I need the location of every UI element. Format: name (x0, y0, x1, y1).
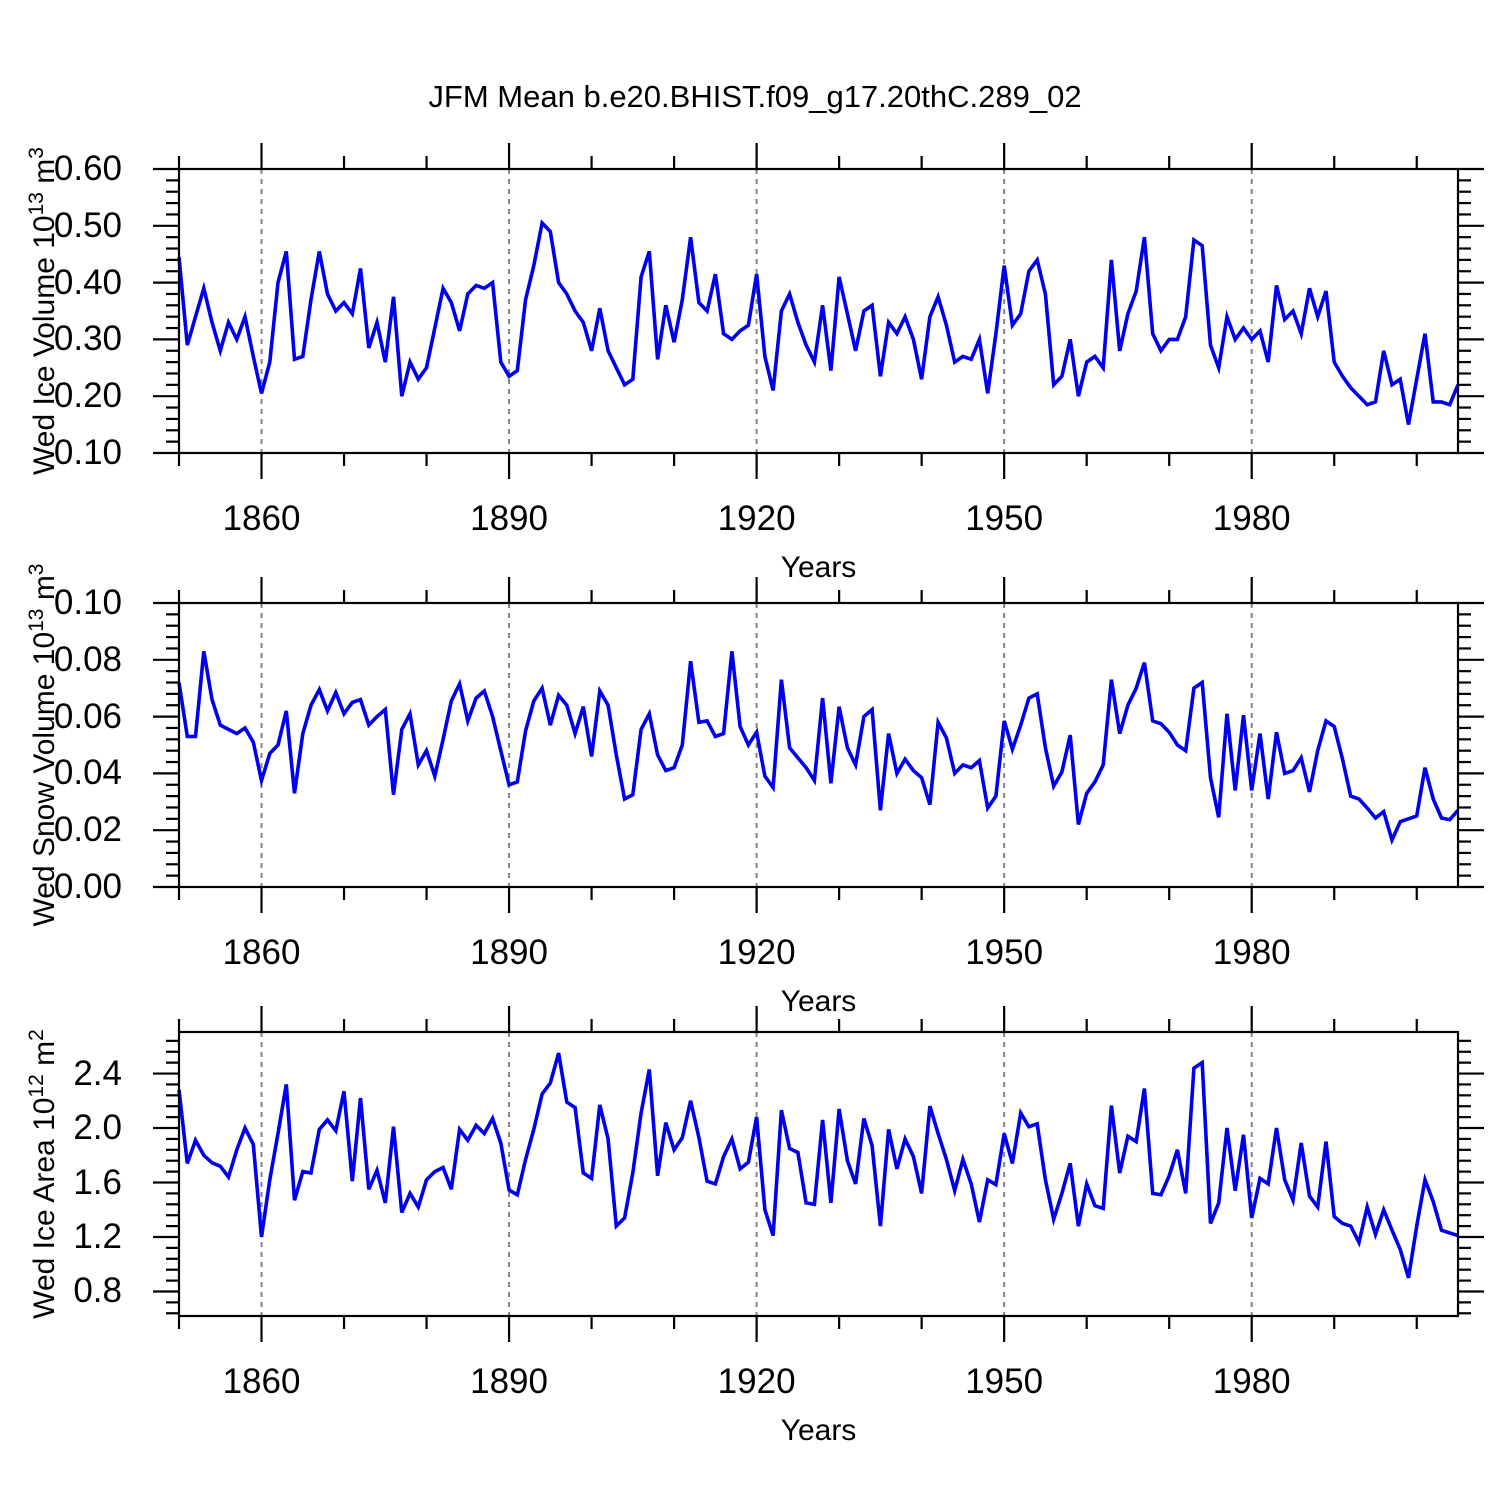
panel-3-ytick-label: 2.0 (73, 1108, 122, 1148)
superscript: 2 (25, 1029, 48, 1041)
panel-1-y-axis-title: Wed Ice Volume 1013 m3 (25, 147, 62, 475)
panel-1-xtick-label: 1980 (1212, 499, 1291, 538)
panel-1-series-wed-ice-volume (177, 219, 1460, 425)
panel-3-ytick-label: 1.2 (73, 1216, 122, 1256)
panel-2-ytick-label: 0.10 (53, 583, 122, 622)
panel-3-xtick-label: 1860 (222, 1362, 301, 1401)
label-text: m (28, 1040, 61, 1075)
superscript: 12 (25, 1074, 48, 1098)
panel-2-xtick-label: 1860 (222, 933, 301, 972)
superscript: 3 (25, 147, 48, 159)
panel-2-xtick-label: 1890 (470, 933, 548, 972)
panel-1-xtick-label: 1860 (222, 499, 301, 538)
panel-3-series-wed-ice-area (177, 1052, 1459, 1279)
panel-2-ytick-label: 0.04 (53, 753, 122, 793)
superscript: 3 (25, 563, 48, 576)
panel-3-xtick-label: 1890 (470, 1362, 548, 1401)
panel-2-x-axis-title: Years (780, 985, 857, 1018)
panel-2-xtick-label: 1950 (965, 933, 1044, 972)
label-text: m (28, 158, 61, 193)
panel-2-xtick-label: 1920 (717, 933, 796, 972)
panel-2-frame (177, 601, 1460, 889)
panel-2-ytick-label: 0.06 (53, 696, 122, 736)
superscript: 13 (25, 192, 48, 216)
panel-1-ytick-label: 0.10 (53, 433, 122, 472)
panel-2-ytick-label: 0.00 (53, 867, 122, 906)
panel-2-series-wed-snow-volume (177, 650, 1460, 846)
label-text: m (28, 575, 61, 609)
label-text: Wed Snow Volume 10 (28, 631, 61, 927)
panel-1-xtick-label: 1950 (965, 499, 1044, 538)
panel-3-frame (177, 1030, 1460, 1318)
panel-3-ytick-label: 2.4 (73, 1053, 122, 1093)
panel-3-x-axis-title: Years (780, 1414, 857, 1447)
panel-1-ytick-label: 0.30 (53, 319, 122, 359)
chart-title: JFM Mean b.e20.BHIST.f09_g17.20thC.289_0… (428, 79, 1082, 114)
panel-2-ytick-label: 0.08 (53, 639, 122, 679)
panel-1-xtick-label: 1890 (470, 499, 548, 538)
panel-1-ytick-label: 0.50 (53, 205, 122, 245)
panel-1-x-axis-title: Years (780, 551, 857, 584)
panel-1-frame (177, 167, 1460, 455)
label-text: Wed Ice Volume 10 (28, 215, 61, 475)
panel-1-ytick-label: 0.40 (53, 262, 122, 302)
panel-1-xtick-label: 1920 (717, 499, 796, 538)
panel-1-ytick-label: 0.60 (53, 149, 122, 188)
panel-3-xtick-label: 1920 (717, 1362, 796, 1401)
panel-3-y-axis-title: Wed Ice Area 1012 m2 (25, 1029, 62, 1319)
panel-3-ytick-label: 0.8 (73, 1271, 122, 1311)
panel-3-ytick-label: 1.6 (73, 1162, 122, 1202)
superscript: 13 (25, 608, 48, 632)
panel-2-y-axis-title: Wed Snow Volume 1013 m3 (25, 563, 62, 927)
panel-3-xtick-label: 1980 (1212, 1362, 1291, 1401)
panel-2-xtick-label: 1980 (1212, 933, 1291, 972)
panel-3-xtick-label: 1950 (965, 1362, 1044, 1401)
label-text: Wed Ice Area 10 (28, 1097, 61, 1319)
panel-2-ytick-label: 0.02 (53, 810, 122, 850)
panel-1-ytick-label: 0.20 (53, 376, 122, 416)
